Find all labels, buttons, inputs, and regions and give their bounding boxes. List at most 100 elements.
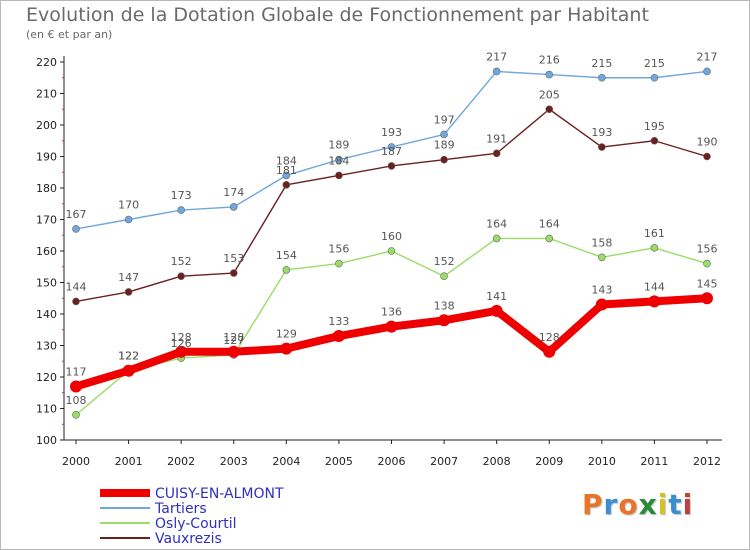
logo-letter: i [657,488,669,521]
data-label: 127 [223,334,244,347]
data-label: 191 [486,132,507,145]
data-point [492,234,501,243]
series-cuisy-en-almont [70,292,713,393]
data-point [490,304,503,317]
logo-letter: x [638,488,658,521]
legend-item: CUISY-EN-ALMONT [100,486,284,502]
data-point [229,203,238,211]
data-label: 152 [434,255,455,268]
data-point [282,266,291,274]
data-label: 136 [381,306,402,319]
logo-letter: P [582,488,604,521]
data-point [282,181,291,189]
logo-letter: o [618,488,639,521]
x-tick-label: 2012 [693,455,721,468]
data-label: 215 [591,57,612,70]
data-point [70,380,82,393]
data-label: 217 [697,50,718,63]
legend-label: CUISY-EN-ALMONT [155,486,284,502]
data-label: 156 [697,243,718,256]
data-point [440,130,448,139]
data-point [124,215,133,224]
data-label: 193 [591,126,612,139]
data-label: 126 [171,337,192,350]
data-label: 144 [644,280,665,293]
data-label: 193 [381,126,402,139]
data-point [598,73,606,82]
data-label: 108 [66,394,87,407]
data-label: 133 [328,315,349,328]
data-point [545,105,554,114]
data-point [650,136,659,145]
data-point [177,272,185,281]
data-point [335,259,343,268]
data-point [650,244,659,252]
data-point [335,171,343,180]
data-label: 128 [171,331,192,344]
data-label: 170 [118,199,139,212]
chart-title: Evolution de la Dotation Globale de Fonc… [26,4,649,26]
data-point [229,269,238,277]
x-tick-label: 2003 [220,455,248,468]
data-label: 153 [223,252,244,265]
y-tick-label: 190 [36,151,57,164]
data-point [282,171,291,180]
data-point [492,67,501,76]
data-point [703,259,711,268]
x-tick-label: 2006 [378,455,406,468]
logo-letter: r [603,488,619,521]
data-label: 164 [486,217,507,230]
data-label: 122 [118,350,139,363]
x-tick-label: 2000 [62,455,90,468]
proxiti-logo: Proxiti [582,488,693,521]
data-label: 216 [539,54,560,67]
axes: 100 110 120 130 140 150 160 170 180 190 200 210 220 2… [36,56,722,468]
data-point [701,292,713,305]
data-label: 184 [328,154,349,167]
y-tick-label: 150 [36,277,57,290]
data-point [122,364,135,377]
data-label: 160 [381,230,402,243]
data-label: 197 [434,113,455,126]
data-label: 117 [66,365,87,378]
y-tick-label: 210 [36,88,57,101]
data-point [177,206,185,214]
logo-letter: i [682,488,694,521]
data-point [598,143,606,151]
y-tick-label: 140 [36,308,57,321]
data-point [332,330,345,343]
data-point [545,70,554,79]
x-tick-label: 2009 [535,455,563,468]
data-point [492,149,501,158]
x-tick-label: 2010 [588,455,616,468]
data-label: 167 [66,208,87,221]
data-point [440,155,448,164]
data-point [72,297,80,306]
data-label: 174 [223,186,244,199]
data-point [280,342,293,355]
data-label: 190 [697,136,718,149]
y-tick-label: 200 [36,119,57,132]
data-point [72,410,80,419]
data-label: 129 [276,328,297,341]
legend-item: Vauxrezis [100,531,222,547]
data-label: 217 [486,50,507,63]
data-label: 181 [276,164,297,177]
logo-letter: t [668,488,683,521]
x-tick-label: 2004 [272,455,300,468]
legend-label: Osly-Courtil [155,516,237,532]
data-label: 122 [118,350,139,363]
data-label: 161 [644,227,665,240]
data-point [72,225,80,233]
data-label: 145 [697,277,718,290]
data-label: 147 [118,271,139,284]
data-label: 158 [591,236,612,249]
data-point [440,272,448,281]
x-tick-label: 2002 [167,455,195,468]
data-point [650,73,659,82]
y-tick-label: 130 [36,340,57,353]
series-vauxrezis [72,105,711,306]
series-tartiers [72,67,711,233]
